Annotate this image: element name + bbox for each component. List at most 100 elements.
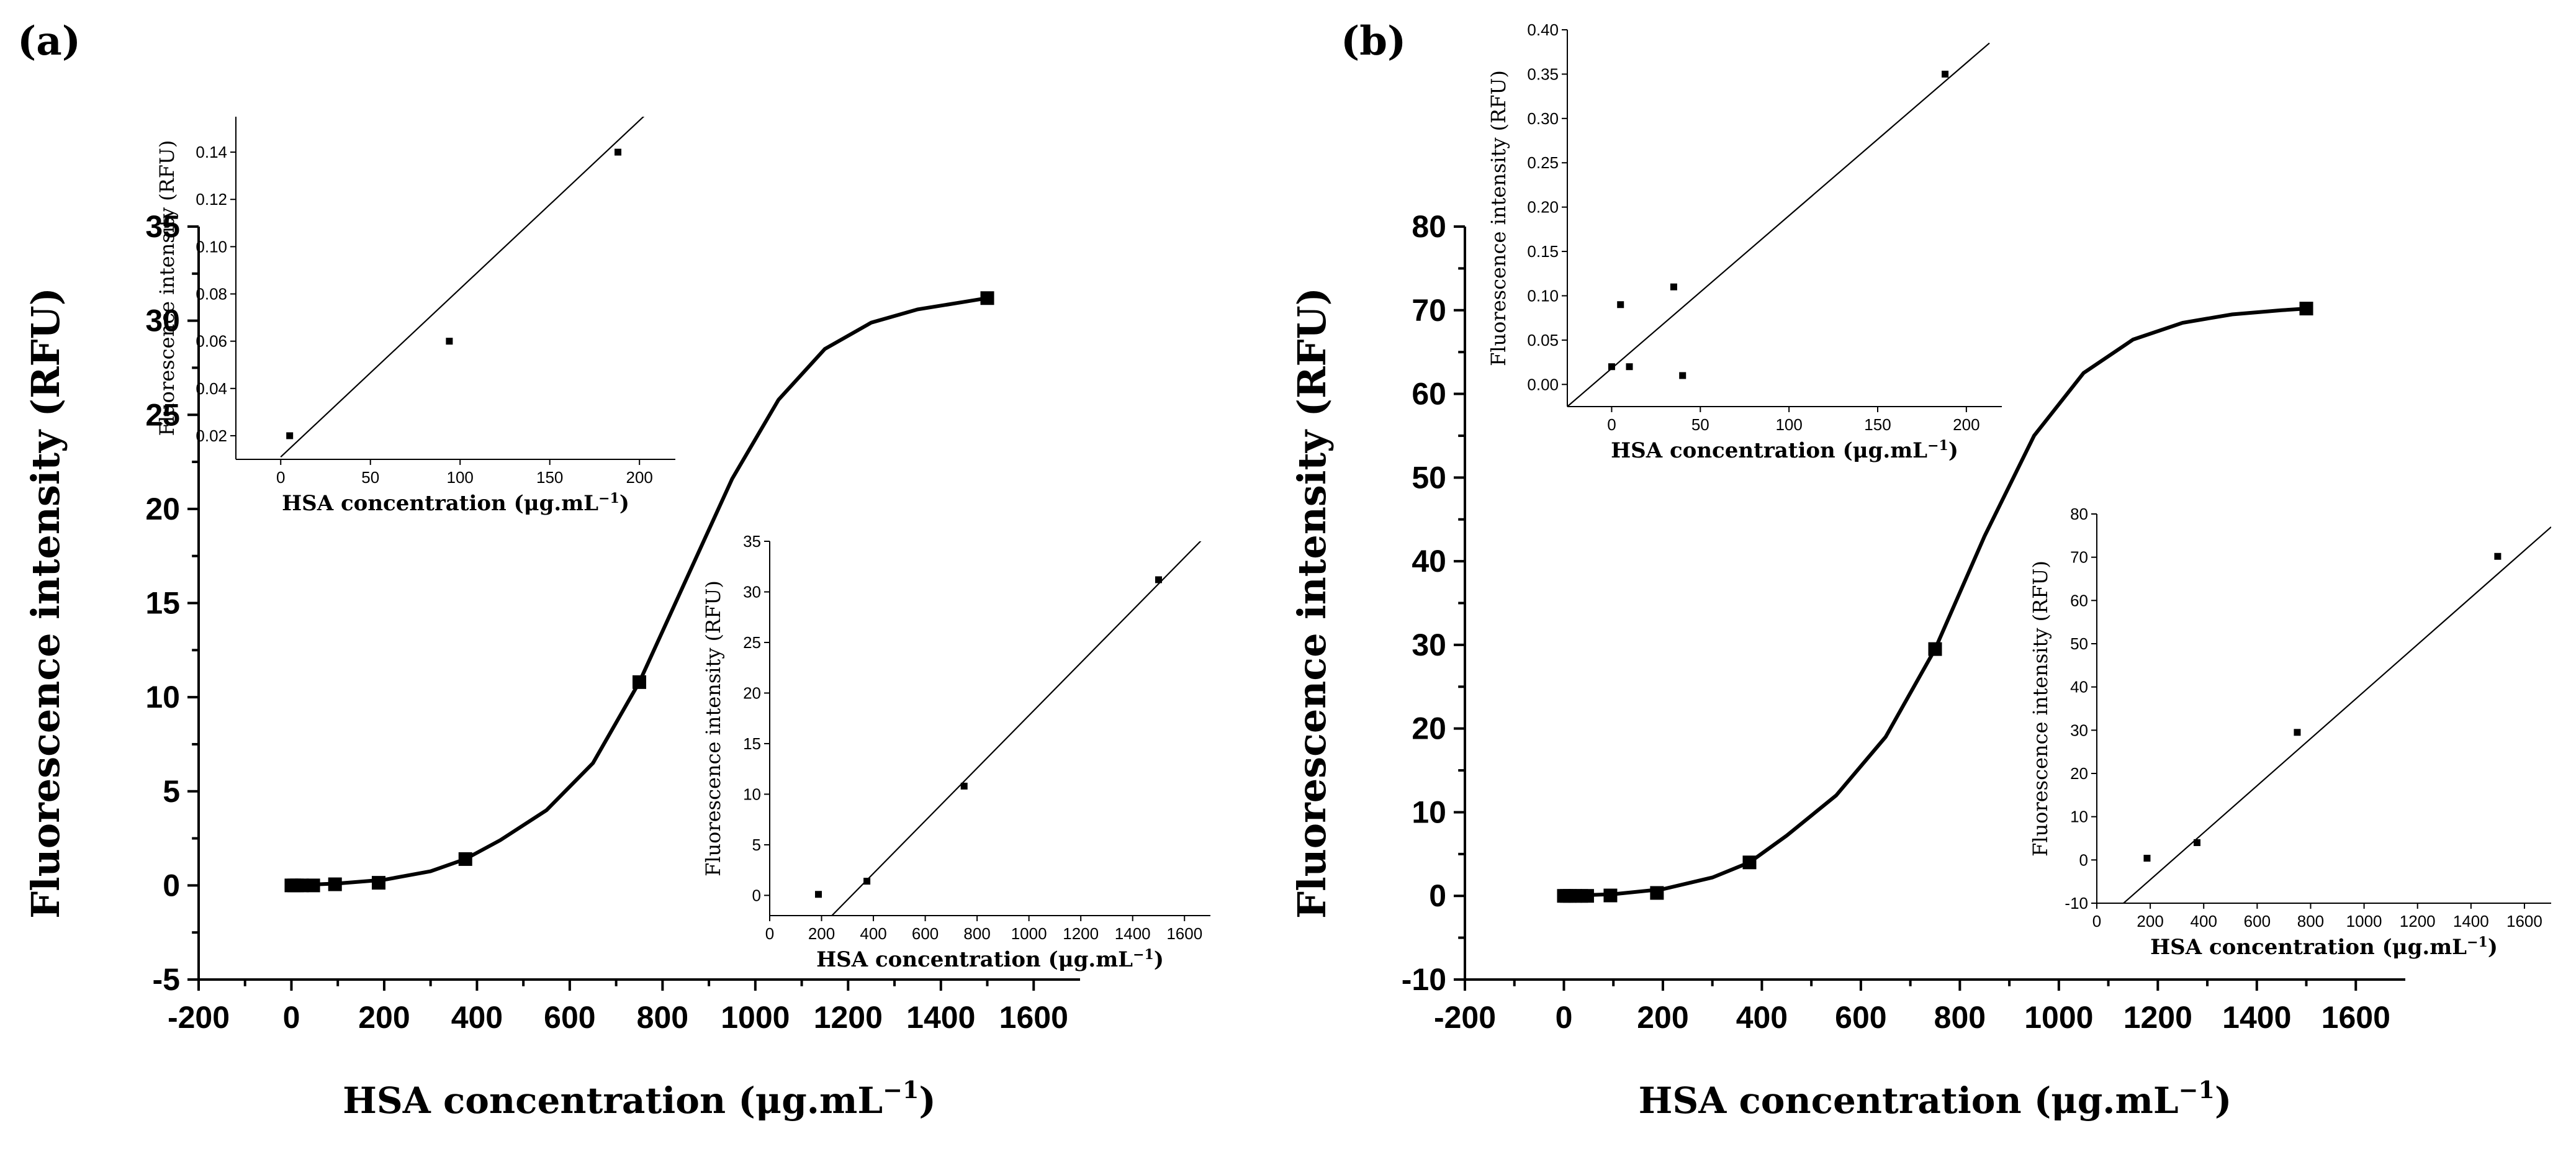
y-tick-label: 0.10 [1527, 286, 1559, 305]
fit-line [280, 117, 645, 458]
x-tick-label: 200 [808, 924, 835, 943]
x-tick-label: 800 [1934, 1000, 1986, 1035]
y-tick-label: -10 [2065, 894, 2088, 912]
x-axis-label-close: ) [1154, 947, 1164, 972]
y-tick-label: 10 [743, 785, 761, 803]
x-axis-label: HSA concentration (μg.mL−1) [1639, 1076, 2232, 1122]
y-tick-label: 35 [145, 209, 180, 244]
y-tick-label: 80 [2070, 505, 2088, 523]
y-tick-label: 0.00 [1527, 375, 1559, 394]
x-axis-label-close: ) [619, 491, 629, 516]
y-tick-label: 0.04 [196, 379, 227, 398]
data-point [980, 291, 994, 305]
x-tick-label: 50 [361, 468, 379, 487]
data-point [1608, 363, 1615, 371]
x-tick-label: 150 [1864, 415, 1891, 434]
y-tick-label: 25 [743, 633, 761, 652]
y-tick-label: 0.15 [1527, 242, 1559, 261]
x-axis-label-superscript: −1 [598, 490, 619, 507]
y-tick-label: 0 [1429, 878, 1446, 913]
y-tick-label: 35 [743, 532, 761, 551]
x-tick-label: 400 [2191, 912, 2217, 930]
x-tick-label: 1600 [1166, 924, 1202, 943]
x-tick-label: 0 [1607, 415, 1616, 434]
x-tick-label: 400 [451, 1000, 503, 1035]
x-axis-label-close: ) [2488, 935, 2498, 960]
data-point [2193, 839, 2200, 846]
y-tick-label: 30 [2070, 721, 2088, 739]
y-tick-label: 0.25 [1527, 153, 1559, 172]
y-tick-label: 20 [743, 683, 761, 702]
y-tick-label: 25 [145, 397, 180, 432]
x-axis-label-superscript: −1 [2179, 1076, 2215, 1104]
y-axis-label: Fluorescence intensity (RFU) [2029, 561, 2052, 857]
x-tick-label: -200 [168, 1000, 230, 1035]
x-tick-label: 1400 [2222, 1000, 2291, 1035]
chart-a-inset-high: 0 200 400 600 800 1000 1200 1400 1600 0 5 10 15 20 25 3… [701, 532, 1210, 972]
data-point [2294, 729, 2301, 736]
chart-a-inset-low: 0 50 100 150 200 0.02 0.04 0.06 0.08 0.10 0.12 0.14… [155, 117, 675, 516]
x-tick-label: 600 [544, 1000, 595, 1035]
data-point [2299, 302, 2313, 316]
data-point [815, 891, 822, 898]
y-tick-label: 5 [752, 836, 761, 854]
x-axis-label: HSA concentration (μg.mL−1) [2150, 934, 2498, 960]
y-tick-label: 0.02 [196, 426, 227, 445]
y-tick-label: 0.20 [1527, 198, 1559, 217]
y-tick-label: -5 [153, 962, 180, 997]
y-axis-label: Fluorescence intensity (RFU) [1289, 287, 1335, 919]
x-tick-label: 200 [2137, 912, 2163, 930]
x-tick-label: 600 [1835, 1000, 1886, 1035]
x-axis-label-text: HSA concentration (μg.mL [816, 947, 1133, 972]
x-tick-label: 400 [1736, 1000, 1788, 1035]
y-tick-label: 0.12 [196, 190, 227, 209]
x-axis-label-text: HSA concentration (μg.mL [282, 491, 598, 516]
y-tick-label: 10 [145, 680, 180, 714]
data-point [286, 432, 294, 439]
fit-line [1567, 42, 1990, 407]
x-tick-label: 1000 [2024, 1000, 2093, 1035]
x-tick-label: 800 [2297, 912, 2324, 930]
x-tick-label: 800 [963, 924, 990, 943]
data-point [960, 782, 968, 790]
x-tick-label: 1000 [2346, 912, 2382, 930]
y-tick-label: 0 [2079, 850, 2088, 869]
x-axis-label-text: HSA concentration (μg.mL [2150, 935, 2467, 960]
chart-b-main: -200 0 200 400 600 800 1000 1200 1400 1600-100102… [1289, 18, 2405, 1122]
x-tick-label: 1200 [2400, 912, 2436, 930]
y-tick-label: 0.05 [1527, 331, 1559, 349]
y-axis-label: Fluorescence intensity (RFU) [1487, 70, 1510, 366]
y-tick-label: 5 [163, 774, 180, 809]
y-tick-label: 70 [2070, 548, 2088, 567]
x-tick-label: 200 [626, 468, 653, 487]
y-tick-label: 20 [145, 492, 180, 526]
x-tick-label: 200 [1953, 415, 1979, 434]
y-tick-label: 80 [1412, 209, 1446, 244]
x-tick-label: 1400 [2453, 912, 2489, 930]
y-axis-label: Fluorescence intensity (RFU) [701, 580, 725, 876]
y-tick-label: 15 [145, 586, 180, 621]
x-axis-label-superscript: −1 [2467, 934, 2488, 950]
y-tick-label: 10 [2070, 808, 2088, 826]
x-axis-label-text: HSA concentration (μg.mL [343, 1079, 883, 1122]
y-tick-label: 15 [743, 734, 761, 753]
x-tick-label: 0 [1556, 1000, 1573, 1035]
x-tick-label: 600 [912, 924, 939, 943]
y-tick-label: -10 [1402, 962, 1446, 997]
x-tick-label: 1200 [1063, 924, 1099, 943]
x-tick-label: 400 [860, 924, 886, 943]
x-axis-label-superscript: −1 [1927, 438, 1948, 454]
x-axis-label-text: HSA concentration (μg.mL [1611, 438, 1927, 463]
x-tick-label: 0 [276, 468, 285, 487]
data-point [446, 338, 453, 345]
data-point [1670, 283, 1677, 291]
x-axis-label-close: ) [1948, 438, 1958, 463]
y-tick-label: 0.35 [1527, 65, 1559, 83]
fit-line [1564, 307, 2307, 898]
y-tick-label: 20 [1412, 711, 1446, 746]
x-tick-label: 50 [1691, 415, 1709, 434]
data-point [2494, 552, 2502, 560]
data-point [2143, 855, 2151, 862]
y-tick-label: 50 [2070, 634, 2088, 653]
x-axis-label-superscript: −1 [1133, 947, 1154, 963]
